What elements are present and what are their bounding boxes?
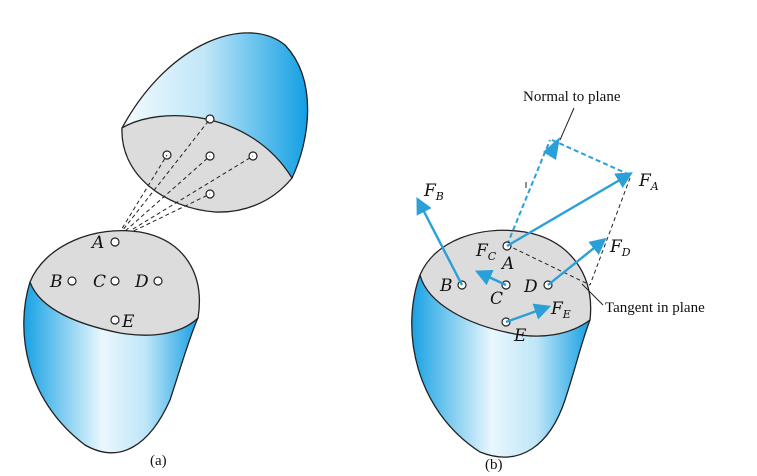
- panel-a: A B C D E (a): [23, 32, 309, 469]
- tangent-dashes: [506, 177, 631, 286]
- panel-b-label-d: D: [523, 277, 538, 297]
- point-d-marker: [153, 276, 163, 286]
- force-c-arrow: [474, 270, 507, 287]
- upper-section-face: [121, 114, 293, 213]
- force-b-arrow: [416, 197, 464, 286]
- panel-a-caption: (a): [150, 453, 167, 469]
- normal-component: [506, 139, 631, 246]
- force-b-label: FB: [423, 181, 444, 203]
- force-d-label: FD: [609, 237, 631, 259]
- panel-b-label-b: B: [439, 276, 453, 296]
- tangent-in-plane-label: Tangent in plane: [605, 300, 705, 316]
- normal-to-plane-label: Normal to plane: [523, 89, 621, 105]
- point-e-marker: [110, 315, 120, 325]
- force-e-label: FE: [550, 299, 571, 321]
- panel-a-label-e: E: [121, 312, 135, 332]
- panel-b: FA FB FC FD FE A B C D E Normal to plane…: [411, 89, 705, 473]
- point-b-marker: [67, 276, 77, 286]
- panel-b-label-a: A: [500, 254, 514, 274]
- panel-a-label-d: D: [134, 272, 149, 292]
- normal-leader-line: [559, 107, 575, 141]
- panel-b-caption: (b): [485, 457, 503, 473]
- force-arrows: [416, 172, 633, 324]
- point-c-marker: [110, 276, 120, 286]
- panel-b-label-e: E: [513, 326, 527, 346]
- force-a-arrow: [506, 172, 633, 248]
- force-d-arrow: [547, 237, 607, 286]
- lower-face-points: [67, 237, 163, 325]
- point-a-marker: [110, 237, 120, 247]
- force-c-label: FC: [475, 241, 497, 263]
- tangent-leader-line: [581, 283, 604, 306]
- normal-component-head: [543, 137, 560, 160]
- force-a-label: FA: [638, 171, 659, 193]
- force-e-arrow: [505, 303, 552, 324]
- panel-a-label-c: C: [93, 272, 106, 292]
- panel-a-label-a: A: [90, 233, 104, 253]
- panel-a-label-b: B: [49, 272, 63, 292]
- panel-b-label-c: C: [490, 289, 503, 309]
